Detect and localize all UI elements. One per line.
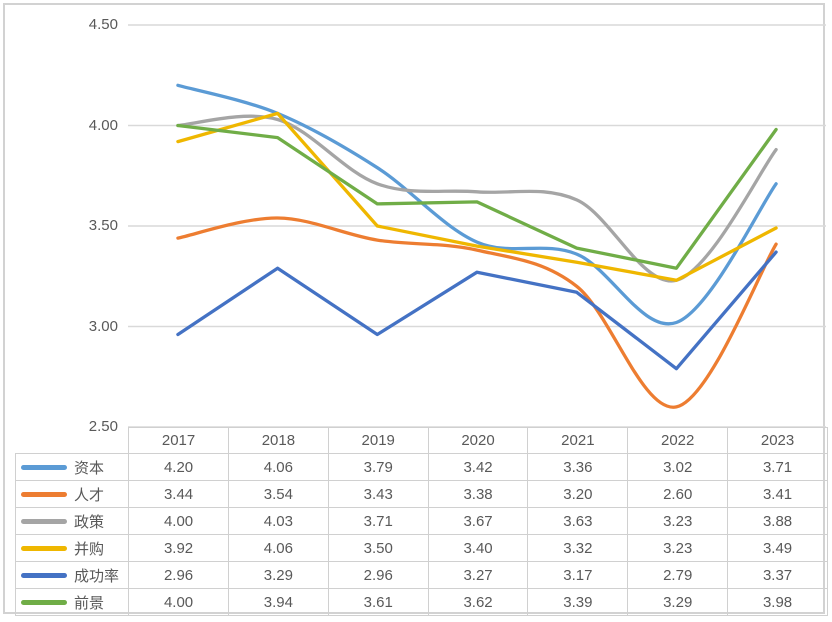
legend-key-swatch-prospect [21,599,67,605]
value-cell: 4.06 [227,453,329,481]
legend-cell-talent: 人才 [14,480,130,508]
value-cell: 3.02 [627,453,729,481]
year-column-header: 2021 [527,427,629,454]
value-cell: 3.32 [527,534,629,562]
table-row-capital: 资本 4.20 4.06 3.79 3.42 3.36 3.02 3.71 [14,453,828,481]
legend-cell-capital: 资本 [14,453,130,481]
value-cell: 3.38 [427,480,529,508]
value-cell: 3.42 [427,453,529,481]
data-table: 2017 2018 2019 2020 2021 2022 2023 资本 4.20 4.06 3… [14,427,828,616]
value-cell: 3.50 [327,534,429,562]
legend-cell-prospect: 前景 [14,588,130,616]
year-column-header: 2019 [327,427,429,454]
value-cell: 3.20 [527,480,629,508]
legend-key-swatch-talent [21,491,67,497]
table-row-policy: 政策 4.00 4.03 3.71 3.67 3.63 3.23 3.88 [14,507,828,535]
series-name-label: 前景 [74,594,105,612]
legend-key-swatch-policy [21,518,67,524]
value-cell: 4.20 [128,453,229,481]
year-column-header: 2018 [227,427,329,454]
value-cell: 3.37 [727,561,828,589]
value-cell: 3.79 [327,453,429,481]
y-axis-tick-label: 3.50 [88,217,118,234]
series-name-label: 人才 [74,486,105,504]
value-cell: 3.61 [327,588,429,616]
value-cell: 3.49 [727,534,828,562]
year-column-header: 2023 [727,427,828,454]
value-cell: 4.00 [128,507,229,535]
value-cell: 3.54 [227,480,329,508]
value-cell: 3.67 [427,507,529,535]
value-cell: 3.92 [128,534,229,562]
value-cell: 3.29 [627,588,729,616]
value-cell: 3.63 [527,507,629,535]
legend-cell-success-rate: 成功率 [14,561,130,589]
value-cell: 4.00 [128,588,229,616]
value-cell: 3.17 [527,561,629,589]
series-line-success-rate [176,250,778,371]
value-cell: 4.06 [227,534,329,562]
series-name-label: 资本 [74,459,105,477]
value-cell: 4.03 [227,507,329,535]
series-line-capital [176,83,778,326]
series-line-talent [176,216,778,409]
value-cell: 3.40 [427,534,529,562]
value-cell: 3.71 [727,453,828,481]
table-row-talent: 人才 3.44 3.54 3.43 3.38 3.20 2.60 3.41 [14,480,828,508]
value-cell: 3.98 [727,588,828,616]
value-cell: 2.96 [128,561,229,589]
table-header-row: 2017 2018 2019 2020 2021 2022 2023 [15,427,828,454]
legend-key-swatch-capital [21,464,67,470]
legend-cell-policy: 政策 [14,507,130,535]
value-cell: 3.88 [727,507,828,535]
value-cell: 2.96 [327,561,429,589]
y-axis-tick-label: 4.00 [88,116,118,134]
year-column-header: 2022 [627,427,729,454]
series-line-mna [176,111,778,282]
series-name-label: 政策 [74,513,105,531]
y-axis-tick-label: 3.00 [88,317,118,335]
series-name-label: 并购 [74,540,105,558]
value-cell: 3.39 [527,588,629,616]
series-name-label: 成功率 [74,567,120,585]
value-cell: 3.71 [327,507,429,535]
value-cell: 3.27 [427,561,529,589]
value-cell: 3.23 [627,534,729,562]
table-corner-blank-cell [15,427,130,454]
year-column-header: 2017 [128,427,229,454]
value-cell: 3.94 [227,588,329,616]
value-cell: 3.43 [327,480,429,508]
value-cell: 3.44 [128,480,229,508]
legend-key-swatch-mna [21,545,67,551]
legend-key-swatch-success-rate [21,572,67,578]
value-cell: 3.29 [227,561,329,589]
y-axis-tick-label: 4.50 [88,16,118,33]
value-cell: 2.60 [627,480,729,508]
value-cell: 3.41 [727,480,828,508]
value-cell: 3.36 [527,453,629,481]
table-row-success-rate: 成功率 2.96 3.29 2.96 3.27 3.17 2.79 3.37 [14,561,828,589]
value-cell: 3.62 [427,588,529,616]
series-line-prospect [176,123,778,270]
legend-cell-mna: 并购 [14,534,130,562]
value-cell: 2.79 [627,561,729,589]
table-row-mna: 并购 3.92 4.06 3.50 3.40 3.32 3.23 3.49 [14,534,828,562]
year-column-header: 2020 [427,427,529,454]
value-cell: 3.23 [627,507,729,535]
table-row-prospect: 前景 4.00 3.94 3.61 3.62 3.39 3.29 3.98 [14,588,828,616]
